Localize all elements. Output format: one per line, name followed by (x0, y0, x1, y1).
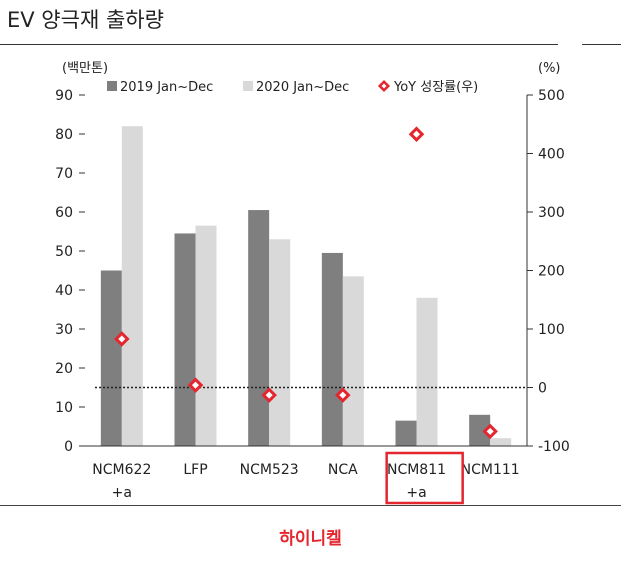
left-tick-label: 20 (55, 361, 73, 377)
right-axis-ticks: 500 400 300 200 100 0 -100 (527, 88, 570, 455)
left-tick-label: 10 (55, 400, 73, 416)
left-tick-label: 0 (64, 439, 73, 455)
right-tick-label: 500 (538, 88, 565, 104)
left-tick-label: 60 (55, 205, 73, 221)
bar-2019 (174, 233, 196, 446)
bar-2020 (490, 438, 512, 446)
yoy-marker (482, 423, 498, 440)
left-axis-ticks: 90 80 70 60 50 40 30 20 10 0 (55, 88, 85, 455)
right-axis-unit: (%) (538, 61, 561, 76)
bar-2020 (269, 239, 291, 446)
left-tick-label: 40 (55, 283, 73, 299)
legend-swatch-yoy (377, 79, 391, 93)
category-label: NCM811 (387, 462, 446, 478)
right-tick-label: -100 (538, 439, 570, 455)
category-label-line2: +a (406, 485, 426, 501)
bar-2019 (469, 414, 491, 446)
page-title: EV 양극재 출하량 (7, 8, 164, 32)
left-tick-label: 50 (55, 244, 73, 260)
left-tick-label: 30 (55, 322, 73, 338)
bar-2020 (195, 225, 217, 446)
bottom-rule (0, 505, 621, 506)
right-tick-label: 300 (538, 205, 565, 221)
right-tick-label: 0 (538, 381, 547, 397)
yoy-marker (408, 126, 425, 142)
category-label: NCM622 (92, 462, 151, 478)
category-labels: NCM622 +a LFP NCM523 NCA NCM811 +a NCM111 (92, 462, 519, 501)
right-tick-label: 400 (538, 147, 565, 163)
bar-2019 (248, 210, 270, 446)
bar-2019 (321, 252, 343, 446)
bar-2020 (121, 126, 143, 446)
highlight-box (385, 451, 464, 505)
yoy-marker (187, 377, 204, 393)
yoy-marker (261, 387, 277, 403)
category-label-line2: +a (112, 485, 132, 501)
category-label: LFP (183, 462, 207, 478)
legend-label-2019: 2019 Jan~Dec (120, 80, 213, 95)
left-tick-label: 70 (55, 166, 73, 182)
bar-2020 (416, 297, 438, 446)
footer-note: 하이니켈 (279, 529, 342, 549)
legend: 2019 Jan~Dec 2020 Jan~Dec YoY 성장률(우) (107, 79, 478, 95)
bar-2019 (395, 420, 417, 446)
title-rule (0, 42, 621, 47)
left-tick-label: 90 (55, 88, 73, 104)
category-label: NCM111 (461, 462, 520, 478)
yoy-marker (335, 387, 351, 403)
legend-swatch-2019 (107, 81, 117, 91)
category-label: NCA (328, 462, 358, 478)
left-tick-label: 80 (55, 127, 73, 143)
legend-label-yoy: YoY 성장률(우) (393, 80, 478, 95)
yoy-marker (114, 331, 130, 347)
bars (100, 126, 512, 446)
bar-2020 (342, 276, 364, 446)
legend-swatch-2020 (243, 81, 253, 91)
legend-label-2020: 2020 Jan~Dec (256, 80, 349, 95)
chart: (백만톤) (%) 2019 Jan~Dec 2020 Jan~Dec YoY … (55, 61, 570, 505)
left-axis-unit: (백만톤) (62, 61, 108, 76)
right-tick-label: 200 (538, 264, 565, 280)
yoy-markers (114, 126, 498, 440)
bar-2019 (100, 270, 122, 446)
category-label: NCM523 (240, 462, 299, 478)
right-tick-label: 100 (538, 322, 565, 338)
